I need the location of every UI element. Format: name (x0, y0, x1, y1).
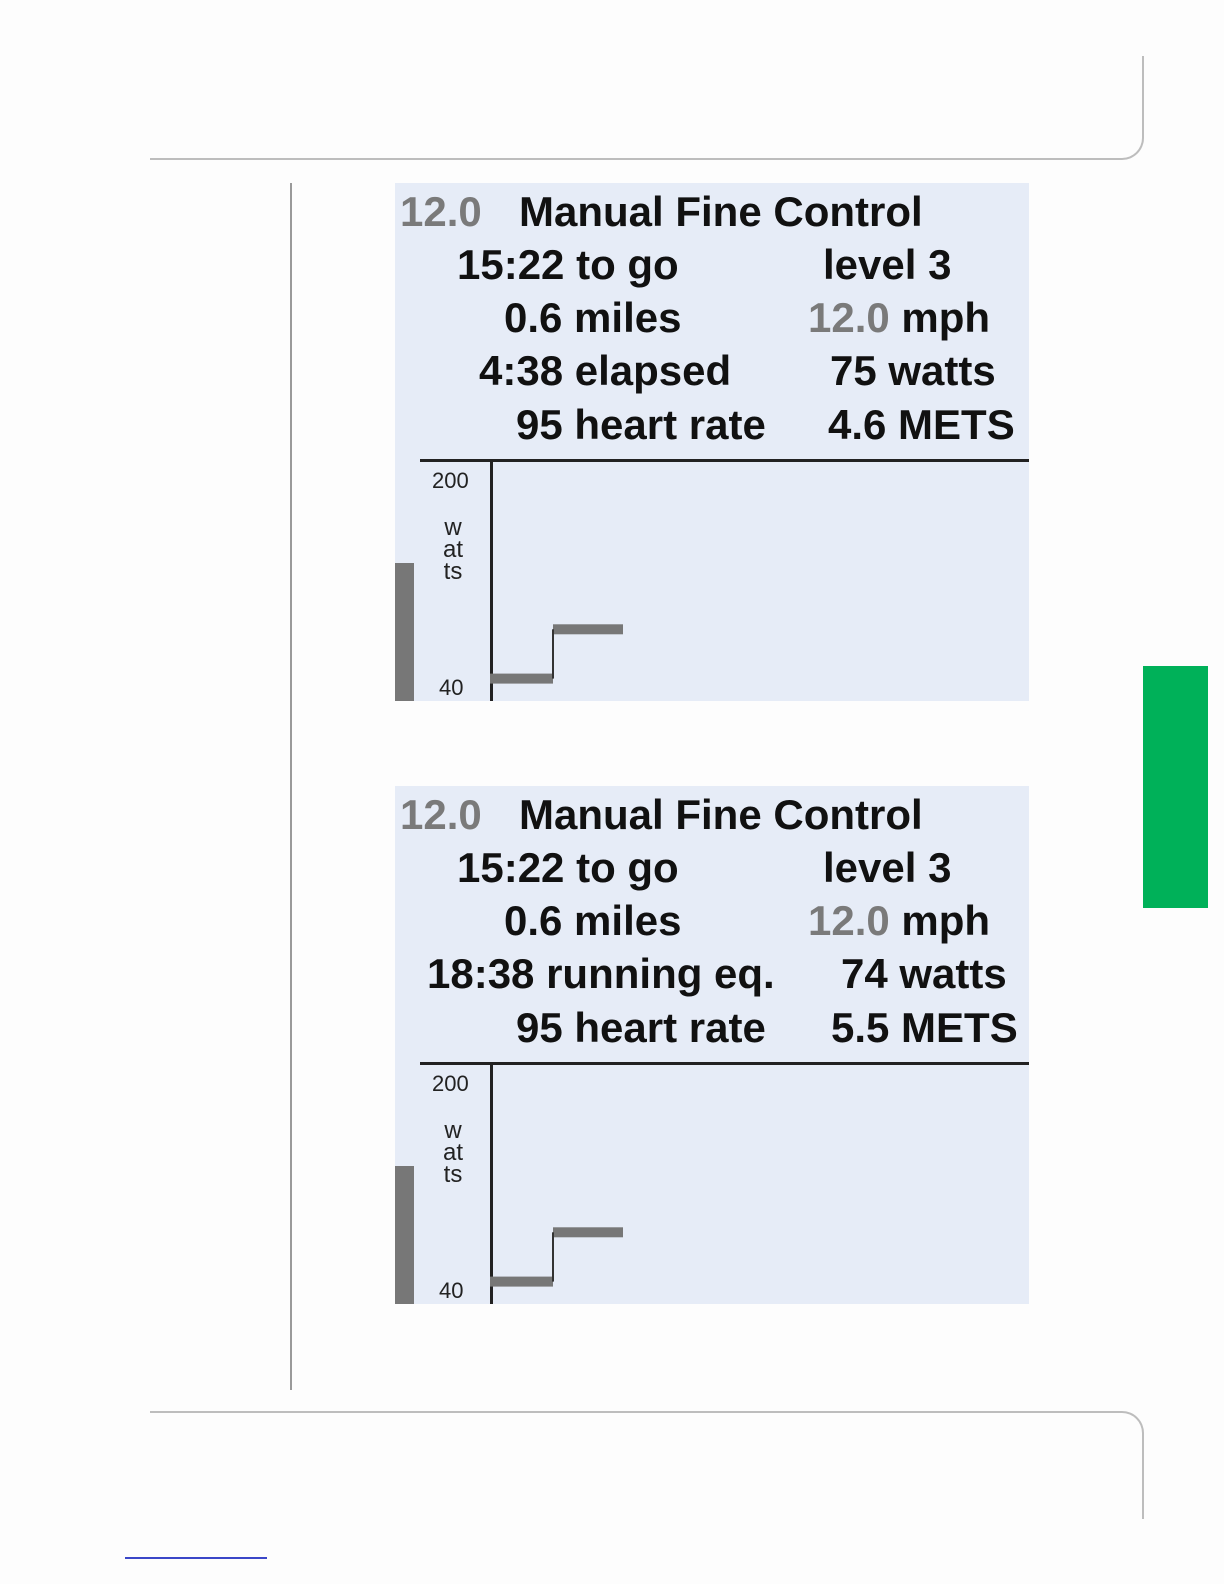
heart-rate: 95 heart rate (516, 401, 766, 448)
y-axis-label: watts (442, 1117, 463, 1188)
bottom-page-rule (150, 1411, 1144, 1519)
console-screen-2: 12.0 Manual Fine Control 15:22 to go lev… (395, 786, 1029, 1304)
speed-unit: mph (901, 294, 991, 341)
watts: 74 watts (841, 950, 1007, 997)
level-bar (395, 563, 414, 701)
speed-unit: mph (901, 897, 991, 944)
level: level 3 (823, 241, 952, 288)
footer-link-underline (125, 1557, 267, 1559)
watts-step-segment (490, 673, 553, 684)
y-tick-min: 40 (439, 675, 464, 700)
console-screen-1: 12.0 Manual Fine Control 15:22 to go lev… (395, 183, 1029, 701)
watts-plot (490, 624, 623, 684)
elapsed-time: 4:38 elapsed (479, 347, 732, 394)
speed-value: 12.0 (400, 791, 482, 838)
watts-step-segment (553, 1227, 623, 1238)
top-page-rule (150, 56, 1144, 160)
y-axis-label: watts (442, 514, 463, 585)
y-tick-max: 200 (432, 468, 469, 493)
y-tick-min: 40 (439, 1278, 464, 1303)
margin-rule (290, 183, 292, 1390)
heart-rate: 95 heart rate (516, 1004, 766, 1051)
mets: 4.6 METS (828, 401, 1015, 448)
speed-mph: 12.0 mph (808, 297, 990, 339)
time-to-go: 15:22 to go (457, 241, 679, 288)
watts-step-segment (553, 624, 623, 635)
mets: 5.5 METS (831, 1004, 1018, 1051)
speed-value: 12.0 (400, 188, 482, 235)
speed-mph: 12.0 mph (808, 900, 990, 942)
section-tab (1143, 666, 1208, 908)
distance: 0.6 miles (504, 897, 682, 944)
speed-mph-value: 12.0 (808, 294, 890, 341)
watts-step-segment (490, 1276, 553, 1287)
chart-y-axis (490, 1062, 493, 1304)
y-tick-max: 200 (432, 1071, 469, 1096)
program-title: Manual Fine Control (519, 791, 923, 838)
level: level 3 (823, 844, 952, 891)
chart-y-axis (490, 459, 493, 701)
time-to-go: 15:22 to go (457, 844, 679, 891)
speed-mph-value: 12.0 (808, 897, 890, 944)
program-title: Manual Fine Control (519, 188, 923, 235)
level-bar (395, 1166, 414, 1304)
watts: 75 watts (830, 347, 996, 394)
running-equivalent: 18:38 running eq. (427, 950, 775, 997)
chart-top-line (420, 459, 1029, 462)
chart-top-line (420, 1062, 1029, 1065)
distance: 0.6 miles (504, 294, 682, 341)
watts-plot (490, 1227, 623, 1287)
